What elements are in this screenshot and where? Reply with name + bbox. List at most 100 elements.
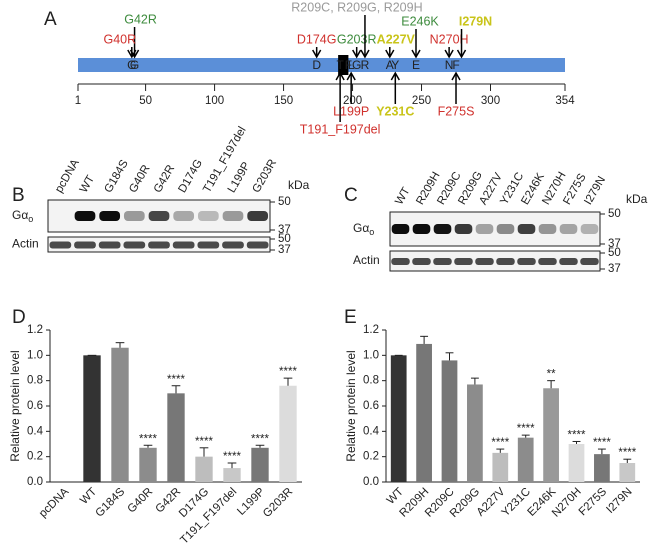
mutation-label: N270H <box>430 32 469 46</box>
band <box>172 241 195 249</box>
mutation-label: A227V <box>377 32 416 46</box>
x-tick-label: I279N <box>604 486 634 516</box>
panel-letter: E <box>344 307 357 328</box>
significance: **** <box>223 451 241 463</box>
panel-letter: C <box>344 185 358 206</box>
bar <box>517 437 534 482</box>
bar <box>223 468 241 482</box>
band <box>123 241 146 249</box>
mutation-label: T191_F197del <box>300 122 381 136</box>
residue-letter: D <box>312 58 321 72</box>
arrow-head <box>312 49 322 59</box>
axis-tick-label: 1 <box>75 95 81 107</box>
band <box>496 258 515 265</box>
arrow-head <box>352 49 362 59</box>
mutation-label: G40R <box>103 32 136 46</box>
bar <box>594 454 610 482</box>
bar <box>467 384 483 482</box>
row-label: Gαo <box>353 221 374 237</box>
significance: **** <box>279 366 297 378</box>
band <box>475 258 494 265</box>
row-label: Actin <box>353 253 380 267</box>
arrow-head <box>346 71 356 81</box>
band <box>197 241 220 249</box>
mutation-label: G42R <box>124 12 157 26</box>
band <box>538 258 557 265</box>
residue-letter: T <box>336 58 344 72</box>
residue-letter: F <box>452 58 459 72</box>
axis-tick-label: 200 <box>343 95 362 107</box>
significance: ** <box>547 369 556 381</box>
band <box>580 258 599 265</box>
band <box>538 224 557 234</box>
band <box>391 258 410 265</box>
residue-letter: Y <box>391 58 399 72</box>
arrow-head <box>385 49 395 59</box>
band <box>222 211 244 221</box>
band <box>412 258 431 265</box>
residue-letter: R <box>361 58 370 72</box>
kda-label: kDa <box>288 178 310 192</box>
band <box>391 224 410 234</box>
y-tick-label: 0.8 <box>27 375 43 387</box>
significance: **** <box>593 437 611 449</box>
band <box>580 224 599 234</box>
x-tick-label: G184S <box>93 486 127 520</box>
marker-label: 50 <box>608 247 621 259</box>
band <box>517 224 536 234</box>
band <box>412 224 431 234</box>
x-tick-label: pcDNA <box>37 486 71 520</box>
axis-tick-label: 150 <box>274 95 293 107</box>
mutation-label: I279N <box>459 14 492 28</box>
significance: **** <box>167 374 185 386</box>
row-label-sub: o <box>28 214 33 224</box>
bar <box>416 343 432 482</box>
marker-label: 50 <box>278 196 291 208</box>
band <box>454 224 473 234</box>
band <box>99 211 121 221</box>
band <box>475 224 494 234</box>
panel-letter: A <box>44 9 57 30</box>
panel-letter: B <box>12 185 25 206</box>
mutation-label: F275S <box>438 104 475 118</box>
marker-label: 37 <box>608 263 621 275</box>
y-tick-label: 0.0 <box>363 476 379 488</box>
marker-label: 50 <box>608 208 621 220</box>
x-tick-label: G203R <box>261 486 295 520</box>
arrow-head <box>335 71 345 81</box>
panel-letter: D <box>12 307 26 328</box>
kda-label: kDa <box>626 192 648 206</box>
y-tick-label: 0.0 <box>27 476 43 488</box>
arrow-head <box>451 71 461 81</box>
y-tick-label: 0.2 <box>363 451 379 463</box>
band <box>496 224 515 234</box>
y-tick-label: 0.4 <box>27 425 44 437</box>
marker-label: 37 <box>278 224 291 236</box>
marker-label: 37 <box>608 238 621 250</box>
band <box>123 211 145 221</box>
marker-label: 37 <box>278 244 291 256</box>
y-tick-label: 0.4 <box>363 425 380 437</box>
band <box>517 258 536 265</box>
bar <box>279 385 297 482</box>
significance: **** <box>491 437 509 449</box>
band <box>74 211 96 221</box>
bar <box>195 456 213 482</box>
band <box>173 211 195 221</box>
y-tick-label: 0.8 <box>363 375 379 387</box>
axis-tick-label: 250 <box>412 95 431 107</box>
band <box>433 258 452 265</box>
row-label: Actin <box>12 237 39 251</box>
mutation-label: E246K <box>401 14 439 28</box>
bar <box>251 447 269 482</box>
band <box>433 224 452 234</box>
y-tick-label: 1.0 <box>363 349 379 361</box>
band <box>454 258 473 265</box>
arrow-head <box>360 49 370 59</box>
significance: **** <box>618 447 636 459</box>
arrow-head <box>456 49 467 59</box>
band <box>222 241 244 249</box>
significance: **** <box>251 433 269 445</box>
bar <box>139 447 157 482</box>
